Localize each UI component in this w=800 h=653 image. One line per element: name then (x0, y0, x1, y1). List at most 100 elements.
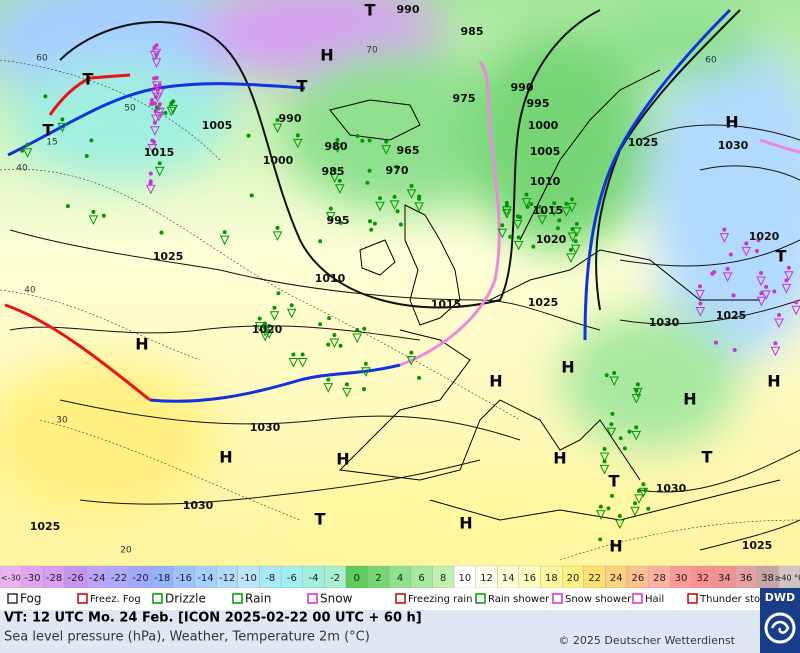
precip-dot (152, 101, 157, 106)
precip-dot (154, 95, 159, 100)
shower-symbol (695, 289, 705, 300)
shower-symbol (570, 244, 581, 255)
warm-front (48, 73, 131, 116)
shower-symbol (599, 452, 610, 463)
legend-label: Rain (245, 592, 271, 606)
shower-symbol (638, 487, 649, 498)
shower-symbol (288, 358, 299, 368)
precip-dot (777, 313, 782, 318)
colorbar-label: 2 (375, 573, 381, 584)
isobar (639, 124, 800, 181)
precip-dot (598, 504, 603, 509)
precip-dot (295, 133, 300, 138)
shower-symbol (719, 233, 730, 243)
precip-dot (222, 230, 227, 235)
legend-icon (307, 593, 318, 604)
pressure-label: 965 (397, 144, 420, 157)
temperature-label: 60 (36, 54, 48, 64)
colorbar-label: 24 (610, 573, 623, 584)
pressure-label: 1025 (716, 309, 747, 322)
shower-symbol (502, 209, 512, 219)
shower-symbol (297, 358, 308, 368)
pressure-center: T (776, 247, 787, 266)
precip-dot (377, 196, 382, 201)
shower-symbol (272, 231, 283, 242)
legend-label: Freez. Fog (90, 594, 141, 605)
precip-dot (318, 239, 323, 244)
precip-dot (367, 168, 372, 173)
legend-icon (7, 593, 18, 604)
valid-time: VT: 12 UTC Mo. 24 Feb. [ICON 2025-02-22 … (4, 611, 422, 626)
precip-dot (627, 429, 632, 434)
isobar (79, 459, 481, 505)
precip-dot (152, 139, 157, 144)
precip-dot (564, 201, 569, 206)
precip-dot (515, 214, 520, 219)
precip-dot (25, 142, 30, 147)
precip-dot (89, 138, 94, 143)
colorbar-label: -10 (240, 573, 256, 584)
shower-symbol (286, 308, 297, 319)
shower-symbol (741, 246, 752, 257)
description: Sea level pressure (hPa), Weather, Tempe… (4, 630, 370, 645)
precip-dot (394, 164, 399, 169)
pressure-center: H (561, 358, 574, 377)
shower-symbol (567, 202, 577, 213)
precip-dot (84, 153, 89, 158)
legend-label: Freezing rain (408, 594, 472, 605)
pressure-center: H (553, 449, 566, 468)
copyright: © 2025 Deutscher Wetterdienst (558, 634, 735, 647)
precip-dot (360, 138, 365, 143)
precip-dot (698, 301, 703, 306)
colorbar-label: -2 (330, 573, 340, 584)
precip-dot (744, 241, 749, 246)
weather-symbols (20, 43, 800, 542)
precip-dot (163, 111, 168, 116)
weather-legend: Fog Freez. Fog Drizzle Rain Snow Freezing rai… (7, 592, 774, 606)
shower-symbol (88, 215, 99, 226)
shower-symbol (22, 148, 33, 158)
shower-symbol (615, 519, 625, 530)
precip-dot (610, 493, 615, 498)
shower-symbol (549, 206, 559, 217)
shower-symbol (631, 394, 642, 404)
legend-icon (632, 593, 643, 604)
precip-dot (417, 196, 422, 201)
precip-dot (602, 447, 607, 452)
pressure-label: 975 (453, 92, 476, 105)
shower-symbol (154, 111, 164, 122)
precip-dot (732, 348, 737, 353)
precip-dot (152, 45, 157, 50)
shower-symbol (599, 464, 610, 475)
precip-dot (153, 83, 158, 88)
precip-dot (728, 252, 733, 257)
pressure-label: 990 (397, 3, 420, 16)
pressure-label: 1020 (536, 233, 567, 246)
precip-dot (568, 247, 573, 252)
precip-dot (289, 303, 294, 308)
precip-dot (157, 161, 162, 166)
precip-dot (552, 201, 557, 206)
shower-symbol (631, 430, 642, 441)
colorbar-label: 14 (502, 573, 515, 584)
pressure-label: 995 (527, 97, 550, 110)
precip-dot (508, 234, 513, 239)
colorbar-label: -14 (197, 573, 213, 584)
precip-dot (263, 326, 268, 331)
precip-dot (157, 102, 162, 107)
precip-dot (355, 133, 360, 138)
colorbar-label: 0 (354, 573, 360, 584)
precip-dot (712, 270, 717, 275)
precip-dot (332, 332, 337, 337)
precip-dot (154, 105, 159, 110)
cold-front (149, 363, 401, 403)
precip-dot (367, 138, 372, 143)
pressure-center: T (609, 472, 620, 491)
precip-dot (398, 222, 403, 227)
footer-background (0, 610, 760, 653)
isobar (59, 9, 601, 309)
precip-dot (276, 291, 281, 296)
precip-dot (43, 94, 48, 99)
colorbar-label: -22 (111, 573, 127, 584)
precip-dot (773, 341, 778, 346)
